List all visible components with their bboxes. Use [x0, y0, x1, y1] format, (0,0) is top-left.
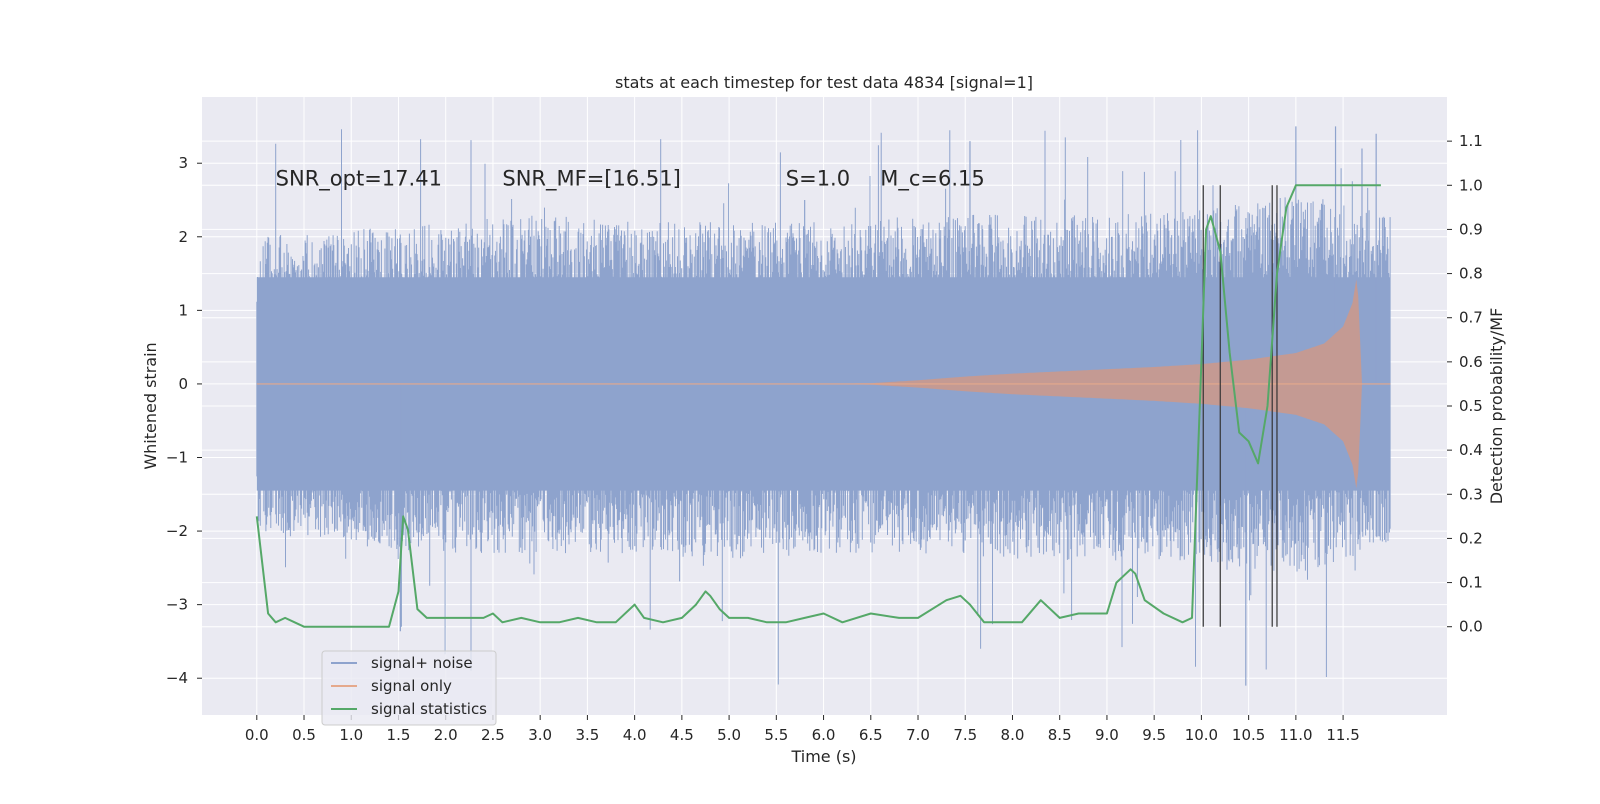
- y-right-axis-label: Detection probability/MF: [1487, 308, 1506, 505]
- legend: signal+ noise signal only signal statist…: [321, 650, 497, 726]
- x-axis-label: Time (s): [790, 747, 856, 766]
- x-tick-label-13: 6.5: [859, 726, 883, 744]
- y-left-tick-label-1: −3: [166, 596, 188, 614]
- x-tick-label-21: 10.5: [1232, 726, 1265, 744]
- x-tick-label-14: 7.0: [906, 726, 930, 744]
- y-left-axis-label: Whitened strain: [141, 342, 160, 469]
- y-right-tick-label-11: 1.1: [1459, 132, 1483, 150]
- y-left-tick-label-3: −1: [166, 449, 188, 467]
- x-tick-label-20: 10.0: [1185, 726, 1218, 744]
- series-signal-statistics: [255, 184, 1381, 628]
- legend-box: [321, 650, 497, 726]
- x-tick-label-8: 4.0: [623, 726, 647, 744]
- legend-label-signal-only: signal only: [371, 677, 452, 695]
- y-right-axis-ticks: 0.0 0.1 0.2 0.3 0.4 0.5 0.6 0.7 0.8 0.9 1.0 1.1: [1447, 132, 1483, 636]
- x-tick-label-19: 9.5: [1142, 726, 1166, 744]
- x-tick-label-0: 0.0: [245, 726, 269, 744]
- y-left-tick-label-7: 3: [178, 154, 188, 172]
- y-right-tick-label-4: 0.4: [1459, 441, 1483, 459]
- x-tick-label-11: 5.5: [764, 726, 788, 744]
- x-tick-label-4: 2.0: [434, 726, 458, 744]
- y-right-tick-label-3: 0.3: [1459, 485, 1483, 503]
- y-right-tick-label-5: 0.5: [1459, 397, 1483, 415]
- legend-label-signal-statistics: signal statistics: [371, 700, 487, 718]
- x-tick-label-23: 11.5: [1326, 726, 1359, 744]
- y-left-tick-label-6: 2: [178, 228, 188, 246]
- x-tick-label-12: 6.0: [812, 726, 836, 744]
- x-tick-label-3: 1.5: [387, 726, 411, 744]
- y-right-tick-label-7: 0.7: [1459, 309, 1483, 327]
- x-axis-ticks: 0.0 0.5 1.0 1.5 2.0 2.5 3.0 3.5 4.0 4.5 5.0 5.5 6.0 6…: [245, 715, 1360, 744]
- y-right-tick-label-1: 0.1: [1459, 574, 1483, 592]
- signal-statistics-line: [255, 184, 1381, 628]
- y-left-tick-label-5: 1: [178, 301, 188, 319]
- x-tick-label-17: 8.5: [1048, 726, 1072, 744]
- x-tick-label-2: 1.0: [339, 726, 363, 744]
- x-tick-label-16: 8.0: [1001, 726, 1025, 744]
- chart-title: stats at each timestep for test data 483…: [615, 73, 1033, 92]
- y-right-tick-label-8: 0.8: [1459, 265, 1483, 283]
- annotation-0: SNR_opt=17.41: [276, 166, 442, 191]
- x-tick-label-1: 0.5: [292, 726, 316, 744]
- y-left-tick-label-0: −4: [166, 669, 188, 687]
- annotation-2: S=1.0: [786, 166, 850, 190]
- y-left-tick-label-2: −2: [166, 522, 188, 540]
- annotation-1: SNR_MF=[16.51]: [502, 166, 680, 191]
- y-right-tick-label-9: 0.9: [1459, 220, 1483, 238]
- y-right-tick-label-10: 1.0: [1459, 176, 1483, 194]
- x-tick-label-18: 9.0: [1095, 726, 1119, 744]
- annotation-3: M_c=6.15: [880, 166, 985, 191]
- x-tick-label-22: 11.0: [1279, 726, 1312, 744]
- x-tick-label-10: 5.0: [717, 726, 741, 744]
- annotations: SNR_opt=17.41 SNR_MF=[16.51] S=1.0 M_c=6.15: [276, 166, 985, 191]
- y-left-axis-ticks: −4 −3 −2 −1 0 1 2 3: [166, 154, 202, 687]
- x-tick-label-15: 7.5: [953, 726, 977, 744]
- x-tick-label-6: 3.0: [528, 726, 552, 744]
- x-tick-label-5: 2.5: [481, 726, 505, 744]
- x-tick-label-7: 3.5: [575, 726, 599, 744]
- y-right-tick-label-2: 0.2: [1459, 529, 1483, 547]
- y-right-tick-label-0: 0.0: [1459, 618, 1483, 636]
- y-right-tick-label-6: 0.6: [1459, 353, 1483, 371]
- y-left-tick-label-4: 0: [178, 375, 188, 393]
- x-tick-label-9: 4.5: [670, 726, 694, 744]
- legend-label-signal-noise: signal+ noise: [371, 654, 473, 672]
